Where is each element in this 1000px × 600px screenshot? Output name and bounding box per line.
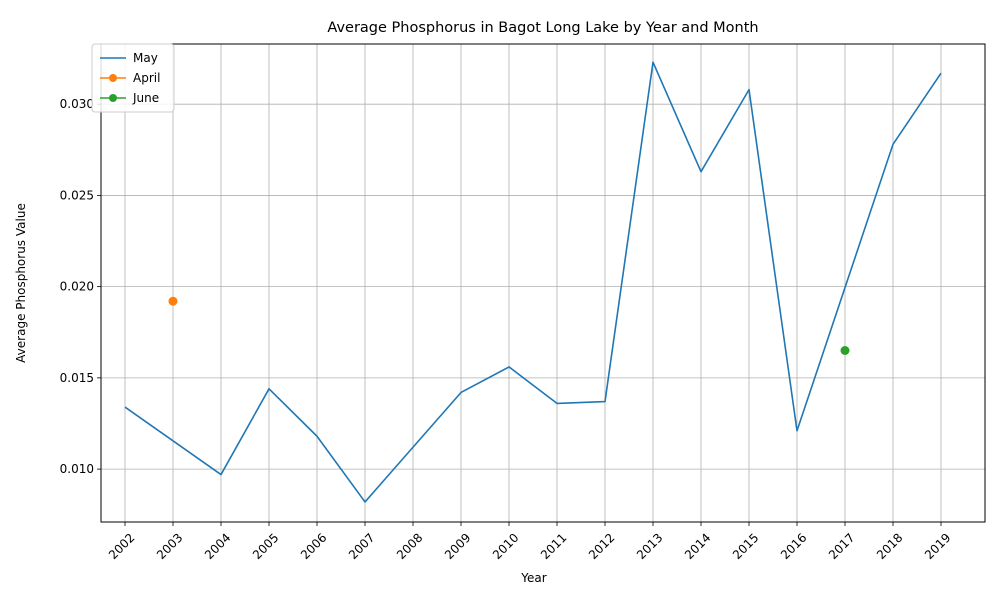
x-axis-label: Year <box>520 571 546 585</box>
chart-title: Average Phosphorus in Bagot Long Lake by… <box>327 20 758 36</box>
legend-marker <box>109 94 117 102</box>
y-tick-label: 0.010 <box>60 462 94 476</box>
data-point <box>840 346 850 355</box>
legend-label: April <box>133 71 160 85</box>
y-tick-label: 0.025 <box>60 188 94 202</box>
y-axis: 0.010 0.015 0.020 0.025 0.030 <box>60 97 101 476</box>
legend-entry: June <box>100 91 159 105</box>
legend-entry: May <box>100 51 158 65</box>
legend-entry: April <box>100 71 160 85</box>
legend-marker <box>109 74 117 82</box>
data-point <box>168 296 178 306</box>
y-axis-label: Average Phosphorus Value <box>14 203 28 363</box>
grid <box>101 44 985 522</box>
legend-label: June <box>132 91 159 105</box>
y-tick-label: 0.030 <box>60 97 94 111</box>
series-may <box>124 61 942 503</box>
series-line <box>124 61 942 503</box>
series-june <box>840 346 850 355</box>
series-layer <box>124 61 942 503</box>
series-april <box>168 296 178 306</box>
plot-frame <box>100 43 986 523</box>
legend: May April June <box>91 43 175 113</box>
y-tick-label: 0.020 <box>60 280 94 294</box>
y-tick-label: 0.015 <box>60 371 94 385</box>
plot-area <box>101 44 985 522</box>
legend-label: May <box>133 51 158 65</box>
